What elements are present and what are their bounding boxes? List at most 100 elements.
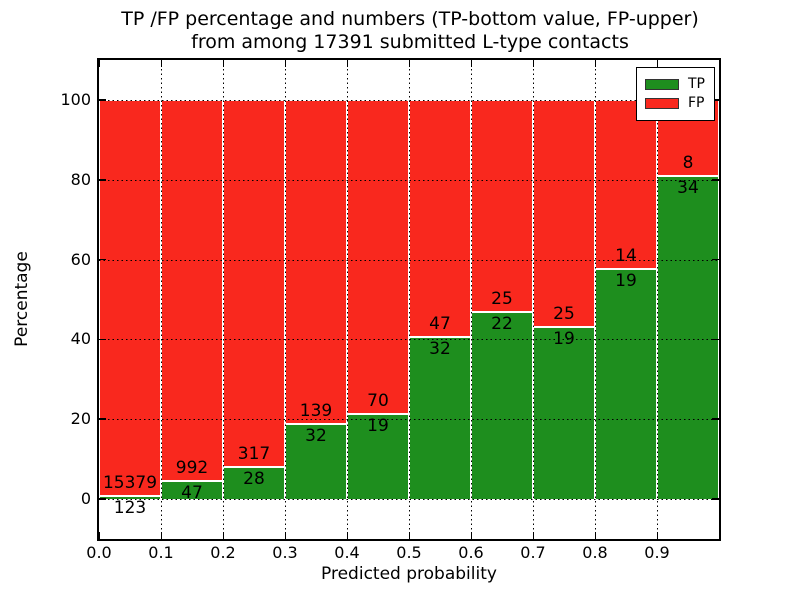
x-tick-label: 0.6	[458, 543, 484, 562]
legend-item-fp: FP	[645, 95, 705, 112]
y-tick-label: 0	[80, 489, 91, 508]
fp-count-label: 47	[429, 314, 451, 335]
y-tick-left	[99, 179, 106, 181]
h-gridline	[99, 179, 719, 181]
ticks-layer	[98, 60, 719, 539]
bar-tp	[471, 312, 533, 499]
tp-swatch	[645, 79, 679, 90]
x-tick-top	[470, 60, 472, 67]
tp-count-label: 19	[553, 328, 575, 349]
bar-tp	[99, 495, 161, 499]
h-gridline	[99, 499, 719, 500]
tp-count-label: 34	[677, 178, 699, 198]
grid-layer	[99, 60, 719, 539]
fp-count-label: 25	[553, 303, 575, 324]
fp-count-label: 8	[682, 153, 694, 173]
bar-labels-layer: 15379 123 992 47 317 28 139 32 70 19 47 32 25 22 25 19 1…	[99, 60, 719, 539]
bar-tp	[285, 424, 347, 499]
x-tick-top	[594, 60, 596, 67]
fp-count-label: 70	[367, 390, 389, 411]
v-gridline	[161, 60, 162, 539]
fp-count-label: 139	[299, 401, 333, 422]
x-tick-top	[532, 60, 534, 67]
x-tick-bottom	[160, 532, 162, 539]
chart-title-line2: from among 17391 submitted L-type contac…	[191, 31, 629, 53]
tp-legend-label: TP	[688, 76, 705, 92]
bar-tp	[595, 269, 657, 499]
legend: TP FP	[636, 67, 715, 121]
bar-fp	[223, 100, 285, 467]
x-tick-top	[160, 60, 162, 67]
plot-area: 15379 123 992 47 317 28 139 32 70 19 47 32 25 22 25 19 1…	[97, 58, 721, 541]
bar-fp	[161, 100, 223, 481]
tp-count-label: 19	[367, 415, 389, 436]
y-tick-left	[99, 418, 106, 420]
x-tick-bottom	[346, 532, 348, 539]
y-tick-left	[99, 258, 106, 261]
x-tick-label: 0.4	[334, 543, 360, 562]
v-gridline	[223, 60, 224, 539]
h-gridline	[99, 339, 719, 341]
x-tick-top	[346, 60, 348, 67]
tp-count-label: 22	[491, 314, 513, 335]
x-tick-bottom	[284, 532, 286, 539]
bar-fp	[595, 100, 657, 270]
bar-fp	[347, 100, 409, 414]
y-tick-left	[99, 498, 106, 500]
y-tick-right	[712, 498, 719, 500]
tp-count-label: 47	[181, 482, 203, 503]
x-tick-label: 0.2	[210, 543, 236, 562]
bar-fp	[99, 100, 161, 496]
x-tick-bottom	[98, 532, 100, 539]
legend-item-tp: TP	[645, 76, 705, 93]
x-tick-label: 0.1	[148, 543, 174, 562]
fp-count-label: 25	[491, 289, 513, 310]
y-tick-left	[99, 338, 106, 341]
tp-count-label: 32	[305, 426, 327, 447]
x-tick-label: 0.5	[396, 543, 422, 562]
v-gridline	[595, 60, 596, 539]
v-gridline	[409, 60, 410, 539]
fp-count-label: 15379	[102, 472, 158, 493]
x-tick-label: 0.0	[86, 543, 112, 562]
y-tick-right	[712, 99, 719, 101]
v-gridline	[471, 60, 472, 539]
x-tick-label: 0.3	[272, 543, 298, 562]
y-tick-left	[99, 99, 106, 101]
x-tick-top	[98, 60, 100, 67]
x-tick-bottom	[408, 532, 410, 539]
v-gridline	[533, 60, 534, 539]
fp-swatch	[645, 98, 679, 109]
chart-title-line1: TP /FP percentage and numbers (TP-bottom…	[121, 8, 699, 30]
fp-legend-label: FP	[688, 95, 705, 111]
v-gridline	[657, 60, 658, 539]
h-gridline	[99, 100, 719, 101]
h-gridline	[99, 419, 719, 421]
y-tick-right	[712, 418, 719, 420]
y-tick-label: 100	[60, 90, 91, 109]
tp-count-label: 123	[113, 497, 147, 518]
bar-tp	[657, 176, 719, 499]
x-tick-bottom	[532, 532, 534, 539]
y-tick-right	[712, 338, 719, 341]
bar-fp	[533, 100, 595, 327]
tp-count-label: 32	[429, 339, 451, 360]
x-tick-bottom	[594, 532, 596, 539]
bar-tp	[223, 466, 285, 499]
y-tick-label: 40	[70, 329, 91, 349]
y-axis-label: Percentage	[12, 251, 32, 347]
v-gridline	[285, 60, 286, 539]
bar-tp	[347, 413, 409, 499]
y-tick-label: 20	[70, 409, 91, 429]
tp-count-label: 19	[615, 271, 637, 292]
y-tick-right	[712, 258, 719, 261]
bar-fp	[471, 100, 533, 313]
x-tick-top	[284, 60, 286, 67]
h-gridline	[99, 259, 719, 261]
x-axis-label: Predicted probability	[321, 564, 497, 584]
x-tick-label: 0.9	[644, 543, 670, 562]
fp-count-label: 317	[237, 443, 271, 464]
x-tick-top	[408, 60, 410, 67]
x-tick-label: 0.8	[582, 543, 608, 562]
